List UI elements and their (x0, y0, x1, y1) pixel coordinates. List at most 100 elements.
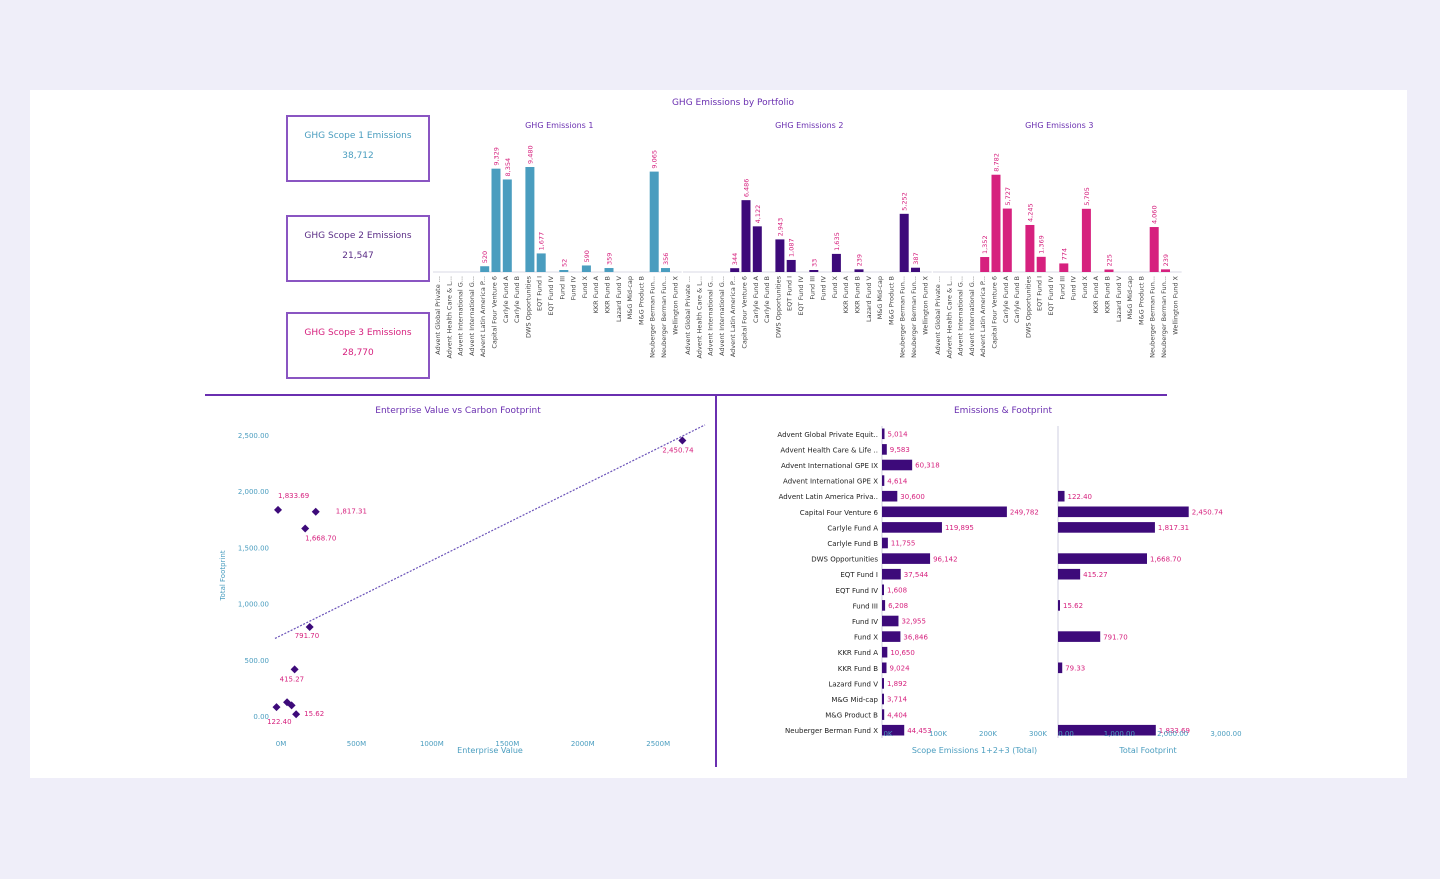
category-tick-label: Advent Global Private ... (934, 276, 942, 355)
bar-data-label: 9,480 (526, 145, 534, 164)
category-tick-label: EQT Fund IV (797, 275, 805, 315)
bar-data-label: 44,453 (907, 727, 932, 735)
bar-data-label: 37,544 (904, 571, 929, 579)
bar (1025, 224, 1035, 272)
scatter-point (287, 701, 296, 710)
scatter-point (292, 710, 301, 719)
point-data-label: 2,450.74 (662, 447, 694, 455)
bar (882, 522, 942, 533)
bar (882, 584, 884, 596)
category-tick-label: Lazard Fund V (615, 275, 623, 322)
category-tick-label: KKR Fund B (854, 276, 862, 313)
category-tick-label: Advent Latin America P... (729, 276, 737, 357)
bar-data-label: 33 (810, 259, 818, 267)
bar (480, 266, 490, 272)
category-tick-label: Capital Four Venture 6 (991, 276, 999, 349)
category-tick-label: Fund X (581, 275, 589, 298)
bar (1058, 631, 1101, 642)
bar (1059, 263, 1069, 272)
bar-data-label: 119,895 (945, 524, 974, 532)
bar-data-label: 122.40 (1068, 493, 1093, 501)
bar (854, 269, 864, 272)
point-data-label: 1,817.31 (336, 508, 367, 516)
x-tick-label: 2,000.00 (1157, 730, 1188, 738)
bar (980, 257, 990, 272)
category-tick-label: Carlyle Fund B (763, 276, 771, 323)
bar-data-label: 4,122 (754, 205, 762, 224)
bar (1149, 227, 1159, 272)
bar-data-label: 8,354 (504, 158, 512, 177)
bar (831, 253, 841, 272)
category-tick-label: EQT Fund IV (547, 275, 555, 315)
category-label: Fund IV (852, 618, 878, 626)
bar-data-label: 1,833.69 (1159, 727, 1190, 735)
category-tick-label: Advent International G... (707, 276, 715, 356)
bar (741, 200, 751, 272)
bar-data-label: 52 (560, 259, 568, 267)
category-label: EQT Fund IV (836, 587, 879, 595)
bar-data-label: 8,782 (993, 153, 1001, 172)
category-label: Advent Global Private Equit.. (777, 431, 878, 439)
category-label: Lazard Fund V (828, 680, 878, 688)
x-tick-label: 100K (929, 730, 947, 738)
category-tick-label: DWS Opportunities (524, 275, 532, 338)
emissions-footprint-chart: Emissions & Footprint Advent Global Priva… (777, 406, 1241, 755)
category-label: EQT Fund I (840, 571, 878, 579)
bar (559, 270, 569, 272)
kpi-card-scope1: GHG Scope 1 Emissions 38,712 (286, 115, 430, 182)
y-tick-label: 2,500.00 (238, 432, 269, 440)
bar (1104, 269, 1114, 272)
scatter-title: Enterprise Value vs Carbon Footprint (375, 406, 541, 416)
bar-data-label: 96,142 (933, 555, 958, 563)
bar (882, 678, 884, 689)
bar (1058, 490, 1065, 502)
category-tick-label: Fund IV (820, 275, 828, 300)
bar-data-label: 5,252 (901, 192, 909, 211)
bar (1058, 600, 1060, 611)
point-data-label: 1,833.69 (278, 492, 309, 500)
category-tick-label: Advent International G... (468, 276, 476, 356)
bar (882, 693, 884, 705)
x-tick-label: 0M (276, 740, 287, 748)
category-tick-label: Fund X (1081, 275, 1089, 298)
category-tick-label: Neuberger Berman Fun... (1149, 276, 1157, 358)
bar (882, 709, 885, 720)
bar (661, 268, 670, 272)
kpi-scope2-value: 21,547 (342, 251, 374, 261)
bar (882, 600, 886, 611)
bar (525, 167, 535, 272)
category-tick-label: Capital Four Venture 6 (741, 276, 749, 349)
bar-data-label: 5,705 (1083, 187, 1091, 206)
bar-data-label: 36,846 (903, 633, 928, 641)
bar (882, 631, 901, 642)
bar-data-label: 4,614 (887, 477, 908, 485)
bar-data-label: 249,782 (1010, 509, 1039, 517)
series-title: GHG Emissions 3 (1025, 121, 1093, 130)
category-tick-label: EQT Fund I (786, 276, 794, 311)
bar-data-label: 9,329 (493, 147, 501, 166)
kpi-card-scope3: GHG Scope 3 Emissions 28,770 (286, 312, 430, 379)
x-tick-label: 0K (883, 730, 892, 738)
bar-chart-title: Emissions & Footprint (954, 406, 1052, 416)
bar (1058, 553, 1147, 564)
category-label: Capital Four Venture 6 (800, 509, 879, 517)
category-tick-label: Carlyle Fund B (1013, 276, 1021, 323)
y-tick-label: 1,500.00 (238, 544, 269, 552)
scatter-point (311, 507, 320, 516)
x-tick-label: 200K (979, 730, 997, 738)
x-axis-label: Enterprise Value (457, 746, 523, 755)
bar-data-label: 5,727 (1004, 187, 1012, 206)
bar-data-label: 590 (583, 250, 591, 262)
bar-data-label: 2,450.74 (1192, 509, 1224, 517)
bar (1081, 208, 1091, 272)
category-tick-label: Neuberger Berman Fun... (910, 276, 918, 358)
category-tick-label: Wellington Fund X (921, 275, 929, 334)
bar-data-label: 79.33 (1065, 665, 1085, 673)
category-tick-label: Neuberger Berman Fun... (649, 276, 657, 358)
category-label: Fund X (854, 634, 878, 642)
bar-data-label: 239 (856, 254, 864, 266)
category-tick-label: Lazard Fund V (865, 275, 873, 322)
category-label: KKR Fund A (838, 649, 878, 657)
bar-data-label: 1,352 (981, 235, 989, 254)
scatter-point (290, 665, 299, 674)
